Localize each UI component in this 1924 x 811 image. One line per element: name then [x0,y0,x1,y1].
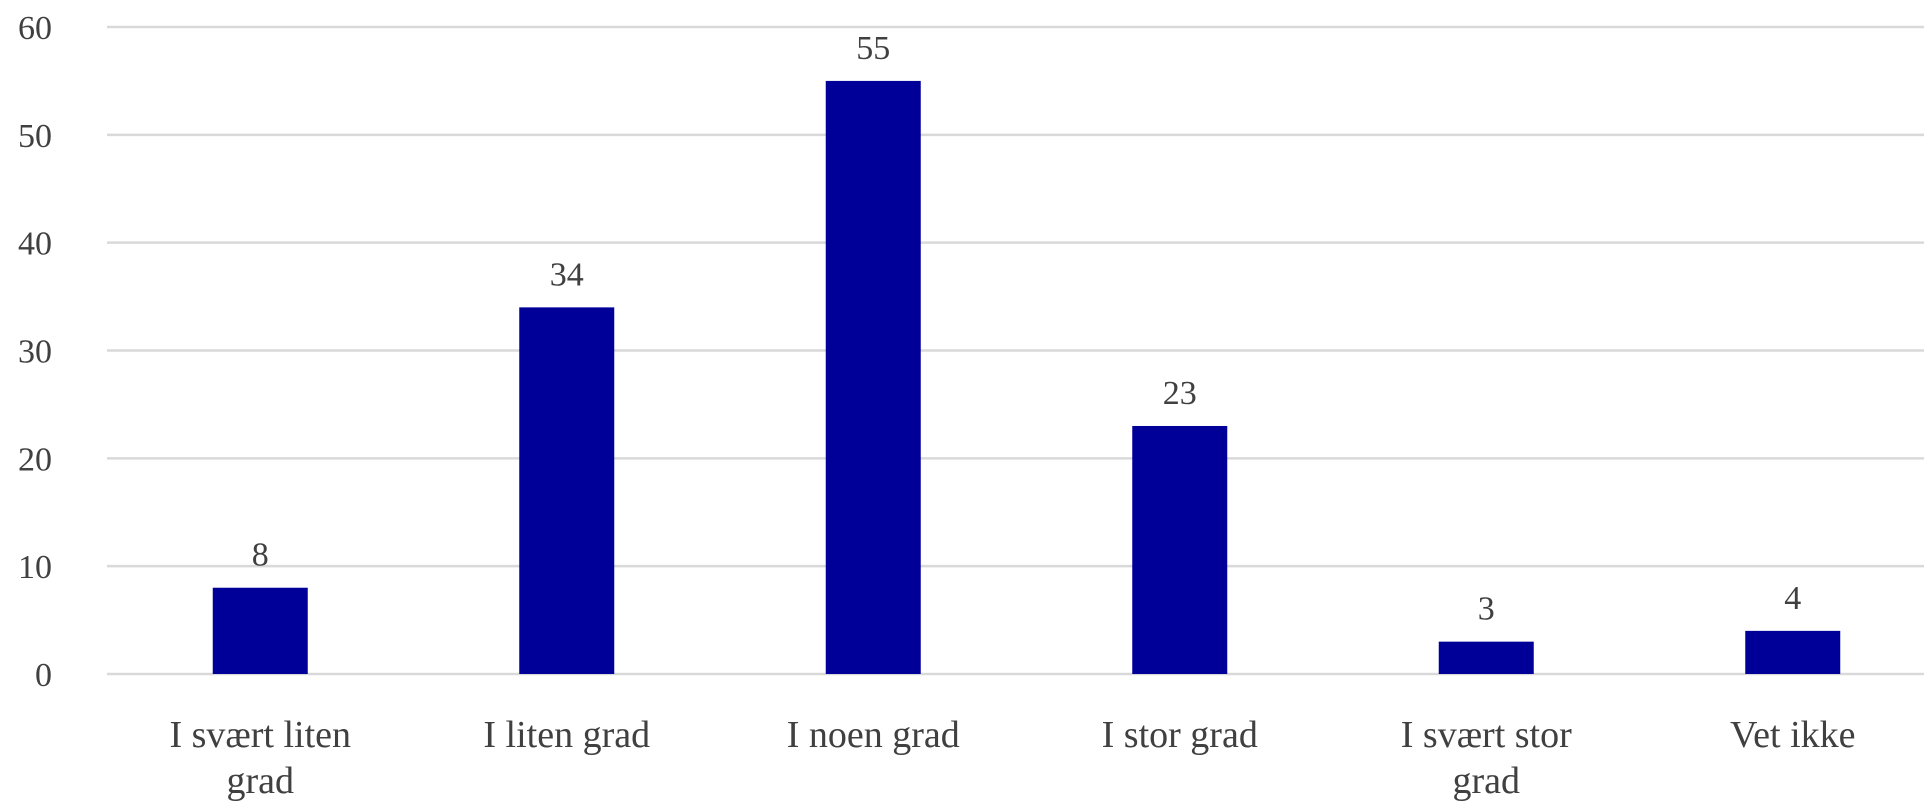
y-tick-label: 20 [18,441,52,478]
category-label: I svært liten grad [169,714,351,802]
data-label: 23 [1163,375,1197,412]
category-label-line: grad [1452,760,1520,802]
category-label-line: Vet ikke [1730,714,1856,756]
bar [1438,641,1534,674]
bar [825,80,921,674]
gridlines [107,25,1924,676]
category-label-line: I svært stor [1401,714,1572,756]
y-tick-label: 60 [18,10,52,47]
category-label: I liten grad [483,714,650,756]
data-label: 55 [856,30,890,67]
category-label-line: I svært liten [169,714,351,756]
data-label: 8 [252,537,269,574]
bar [1132,425,1228,674]
category-label: I svært stor grad [1401,714,1572,802]
y-tick-label: 10 [18,549,52,586]
y-tick-label: 30 [18,334,52,371]
bar [1745,630,1841,674]
data-label: 4 [1784,580,1801,617]
y-axis-tick-labels: 0 10 20 30 40 50 60 [18,10,52,694]
category-label-line: I noen grad [787,714,960,756]
bars [212,80,1841,674]
category-label-line: I stor grad [1102,714,1258,756]
bar [212,587,308,674]
category-label: I stor grad [1102,714,1258,756]
category-label-line: grad [226,760,294,802]
data-label: 3 [1478,591,1495,628]
data-label: 34 [550,256,584,293]
y-tick-label: 40 [18,226,52,263]
y-tick-label: 0 [35,657,52,694]
category-label: I noen grad [787,714,960,756]
category-label-line: I liten grad [483,714,650,756]
y-tick-label: 50 [18,118,52,155]
bar [519,307,615,674]
category-label: Vet ikke [1730,714,1856,756]
